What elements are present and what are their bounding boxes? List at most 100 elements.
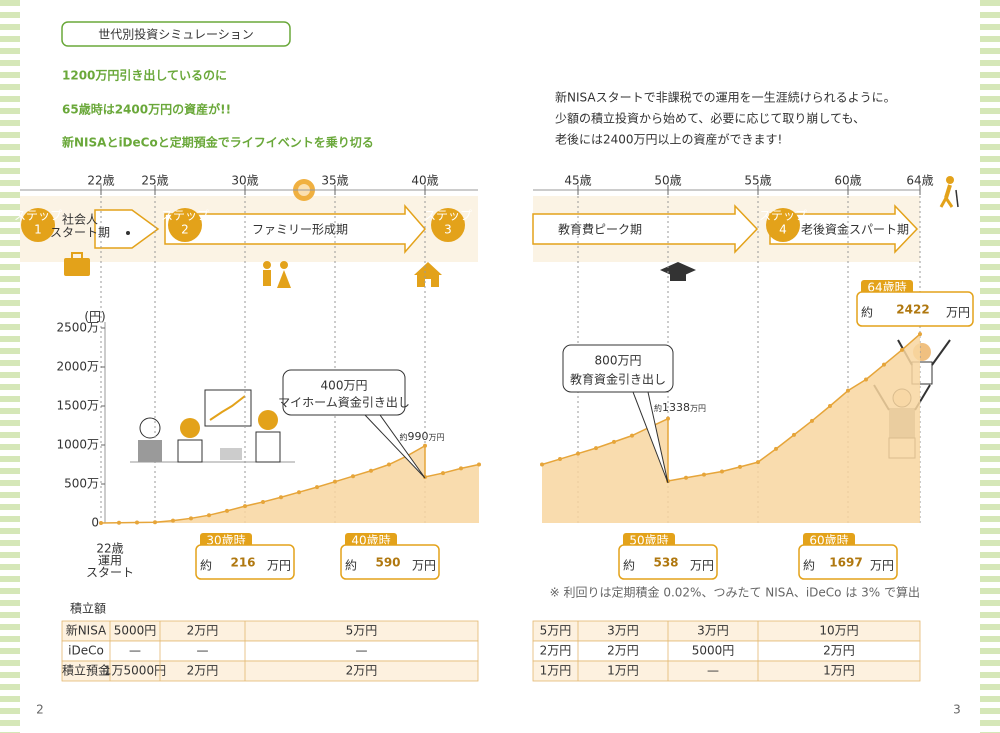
point [558,457,562,462]
x-tick-label: 50歳 [654,174,681,188]
point [333,479,337,484]
step-word: ステップ [759,209,807,223]
table-cell: 5000円 [692,644,735,658]
point [243,504,247,509]
x-axis-label: スタート [86,566,134,580]
table-header: 積立額 [70,601,106,616]
table-cell: — [707,664,719,678]
table-cell: — [356,644,368,658]
subtitle: 新NISAとiDeCoと定期預金でライフイベントを乗り切る [62,135,374,150]
y-tick-label: 0 [91,516,99,530]
table-cell: 2万円 [187,664,219,678]
period-label: スタート期 [50,226,110,240]
milestone-box [340,544,440,580]
table-cell: 1万円 [540,664,572,678]
point [864,377,868,382]
milestone-box [798,544,898,580]
x-tick-label: 64歳 [906,174,933,188]
step-word: ステップ [424,209,472,223]
step-word: ステップ [14,209,62,223]
point [315,485,319,490]
point [720,469,724,474]
point [207,513,211,518]
period-arrow [164,203,426,255]
point [477,462,481,467]
x-tick-label: 60歳 [834,174,861,188]
couple-icon [263,261,291,288]
table-cell: 1万5000円 [104,664,166,678]
y-tick-label: 1500万 [56,399,99,413]
point [918,332,922,337]
x-tick-label: 30歳 [231,174,258,188]
table-row [532,660,921,682]
milestone-box [856,291,974,327]
point [540,462,544,467]
point [576,451,580,456]
milestone-age: 50歳時 [629,534,668,548]
x-tick-label: 35歳 [321,174,348,188]
milestone-value: 590 [375,556,400,570]
point-label: 約1338万円 [654,401,706,414]
table-row [61,660,479,682]
callout-box [282,369,406,416]
point [117,520,121,525]
step-number: 4 [779,223,787,237]
period-label: ファミリー形成期 [252,223,348,237]
point [756,460,760,465]
table-cell: — [197,644,209,658]
x-tick-label: 45歳 [564,174,591,188]
point [900,347,904,352]
page-number: 2 [36,703,44,717]
milestone-age: 30歳時 [206,534,245,548]
milestone-prefix: 約 [623,558,635,573]
point [684,475,688,480]
headline: 65歳時は2400万円の資産が!! [62,102,231,117]
milestone-unit: 万円 [267,559,291,573]
graduation-icon [660,262,696,281]
table-cell: 積立預金 [62,663,110,678]
point [846,388,850,393]
x-tick-label: 55歳 [744,174,771,188]
point [261,499,265,504]
step-word: ステップ [161,209,209,223]
milestone-box [618,544,718,580]
stripe-right [980,0,1000,733]
x-tick-label: 22歳 [87,174,114,188]
point [225,508,229,513]
point-label-value: 990 [408,430,429,443]
point [369,468,373,473]
intro: 新NISAスタートで非課税での運用を一生涯続けられるように。 [555,90,896,105]
period-arrow [769,204,919,254]
milestone-age: 64歳時 [867,281,906,295]
milestone-value: 1697 [829,556,862,570]
y-tick-label: 500万 [64,477,99,491]
point [189,516,193,521]
intro: 老後には2400万円以上の資産ができます! [555,132,782,147]
point [630,433,634,438]
dot [126,231,130,235]
table-cell: 1万円 [823,664,855,678]
milestone-unit: 万円 [946,306,970,320]
milestone-value: 2422 [896,303,929,317]
point [153,520,157,525]
table-cell: 1万円 [607,664,639,678]
step-number: 3 [444,223,452,237]
point [171,518,175,523]
callout-box [562,344,674,393]
x-tick-label: 40歳 [411,174,438,188]
area [542,334,920,523]
milestone-unit: 万円 [690,559,714,573]
table-cell: 3万円 [607,624,639,638]
point [459,466,463,471]
x-axis-label: 22歳 [96,542,123,556]
point-label-value: 1338 [662,401,690,414]
tag: 世代別投資シミュレーション [98,27,254,42]
milestone-unit: 万円 [870,559,894,573]
table-cell: 2万円 [540,644,572,658]
point-label-unit: 万円 [690,404,706,413]
callout-amount: 800万円 [595,354,642,368]
table-cell: iDeCo [68,644,104,658]
point [792,432,796,437]
point [279,495,283,500]
point [882,362,886,367]
